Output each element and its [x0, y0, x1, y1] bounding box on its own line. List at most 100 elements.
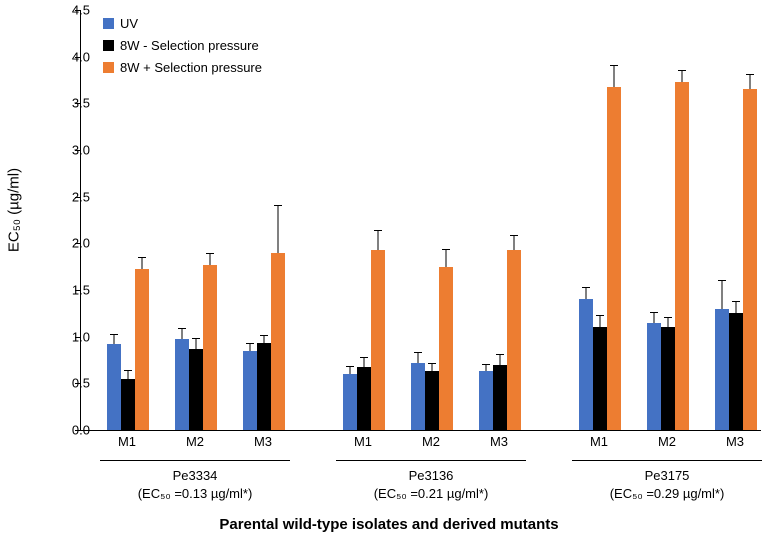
bar-W8m [121, 379, 135, 430]
bar-W8m [661, 327, 675, 430]
error-bar [114, 335, 115, 344]
bar-W8p [371, 250, 385, 430]
error-bar [736, 302, 737, 313]
bar-W8p [607, 87, 621, 430]
bar-UV [343, 374, 357, 430]
group-underline [572, 460, 762, 461]
error-cap [178, 328, 186, 329]
y-tick-label: 3.5 [50, 96, 90, 111]
x-tick-label: M1 [590, 434, 608, 449]
group-underline [100, 460, 290, 461]
bar-W8m [357, 367, 371, 430]
legend: UV 8W - Selection pressure 8W + Selection … [103, 14, 262, 80]
bar-W8p [439, 267, 453, 430]
error-cap [260, 335, 268, 336]
error-bar [250, 344, 251, 351]
x-tick-label: M2 [422, 434, 440, 449]
bar-W8p [507, 250, 521, 430]
legend-label: 8W + Selection pressure [120, 60, 262, 75]
y-tick-label: 2.5 [50, 189, 90, 204]
error-bar [128, 371, 129, 378]
bar-W8p [743, 89, 757, 430]
bar-W8m [257, 343, 271, 430]
error-bar [278, 206, 279, 253]
error-bar [682, 71, 683, 82]
x-tick-label: M1 [354, 434, 372, 449]
error-cap [346, 366, 354, 367]
bar-W8p [203, 265, 217, 430]
error-cap [510, 235, 518, 236]
legend-label: 8W - Selection pressure [120, 38, 259, 53]
error-cap [246, 343, 254, 344]
bar-W8p [675, 82, 689, 430]
y-tick-label: 0.5 [50, 376, 90, 391]
error-bar [142, 258, 143, 269]
y-tick-label: 0.0 [50, 423, 90, 438]
error-bar [600, 316, 601, 327]
x-tick-label: M3 [490, 434, 508, 449]
error-bar [668, 318, 669, 327]
error-cap [732, 301, 740, 302]
bar-UV [243, 351, 257, 430]
error-cap [610, 65, 618, 66]
bar-UV [411, 363, 425, 430]
ec50-bar-chart: EC₅₀ (µg/ml) UV8W - Selection pressure8W… [0, 0, 778, 547]
y-tick-label: 1.5 [50, 283, 90, 298]
y-tick-label: 2.0 [50, 236, 90, 251]
error-cap [664, 317, 672, 318]
error-bar [264, 336, 265, 343]
legend-item: 8W + Selection pressure [103, 58, 262, 76]
error-bar [182, 329, 183, 338]
group-sublabel: (EC₅₀ =0.13 µg/ml*) [138, 486, 253, 501]
error-cap [192, 338, 200, 339]
error-cap [496, 354, 504, 355]
error-bar [378, 231, 379, 250]
legend-label: UV [120, 16, 138, 31]
error-bar [364, 358, 365, 367]
x-tick-label: M2 [186, 434, 204, 449]
y-tick-label: 1.0 [50, 329, 90, 344]
group-label: Pe3136 [409, 468, 454, 483]
legend-swatch [103, 62, 114, 73]
error-cap [442, 249, 450, 250]
bar-W8p [271, 253, 285, 430]
legend-swatch [103, 18, 114, 29]
y-tick-label: 4.5 [50, 3, 90, 18]
bar-UV [647, 323, 661, 430]
error-bar [418, 353, 419, 362]
bar-UV [175, 339, 189, 430]
error-bar [210, 254, 211, 265]
bar-W8m [493, 365, 507, 430]
x-tick-label: M1 [118, 434, 136, 449]
y-tick-label: 3.0 [50, 143, 90, 158]
bar-W8m [189, 349, 203, 430]
error-bar [196, 339, 197, 348]
error-bar [654, 313, 655, 322]
error-cap [360, 357, 368, 358]
error-cap [374, 230, 382, 231]
error-cap [650, 312, 658, 313]
error-cap [428, 363, 436, 364]
bar-W8m [729, 313, 743, 430]
bar-W8m [593, 327, 607, 430]
error-bar [722, 281, 723, 309]
x-tick-label: M2 [658, 434, 676, 449]
error-cap [678, 70, 686, 71]
error-bar [432, 364, 433, 371]
error-bar [514, 236, 515, 250]
bar-W8m [425, 371, 439, 430]
bar-UV [715, 309, 729, 430]
bar-W8p [135, 269, 149, 430]
bar-UV [479, 371, 493, 430]
error-bar [750, 75, 751, 89]
legend-item: 8W - Selection pressure [103, 36, 262, 54]
error-cap [206, 253, 214, 254]
error-bar [350, 367, 351, 374]
error-cap [110, 334, 118, 335]
group-label: Pe3175 [645, 468, 690, 483]
error-cap [482, 364, 490, 365]
group-sublabel: (EC₅₀ =0.21 µg/ml*) [374, 486, 489, 501]
error-bar [500, 355, 501, 364]
bar-UV [579, 299, 593, 430]
error-bar [446, 250, 447, 267]
